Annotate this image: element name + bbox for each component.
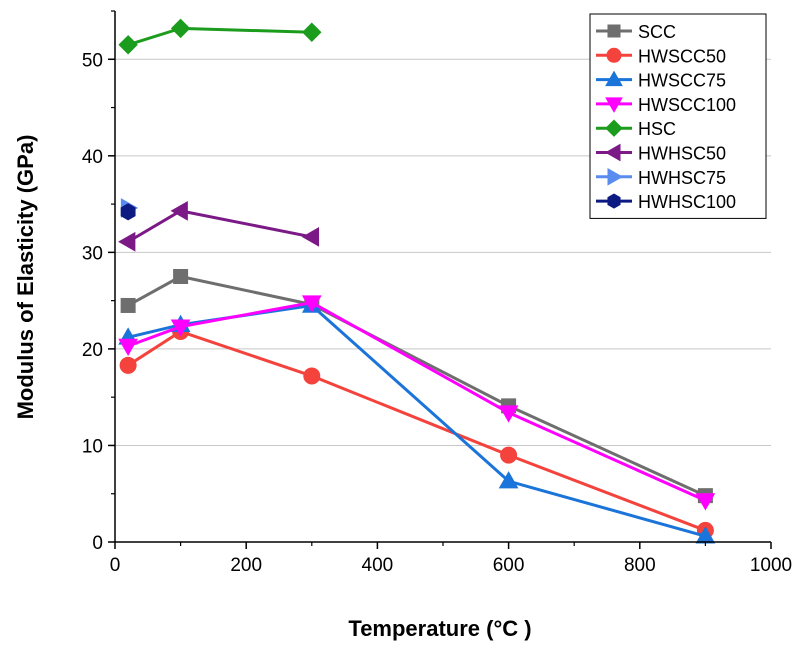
series-layer (118, 18, 716, 544)
x-axis-title: Temperature (°C ) (348, 616, 531, 641)
legend-swatch-marker (606, 47, 622, 63)
legend-item-hwhsc100: HWHSC100 (596, 192, 736, 212)
legend-item-hwhsc75: HWHSC75 (596, 168, 726, 188)
series-scc (120, 269, 713, 504)
series-hwscc50 (119, 323, 714, 539)
series-hwhsc50 (118, 200, 320, 252)
legend-label: HWHSC100 (638, 192, 736, 212)
data-point-hwscc100 (301, 295, 322, 313)
data-point-hwscc50 (119, 356, 137, 374)
y-axis-title: Modulus of Elasticity (GPa) (13, 135, 38, 420)
data-point-scc (173, 269, 189, 284)
x-tick-label-1000: 1000 (750, 555, 792, 576)
legend-box (589, 13, 767, 219)
legend-item-hwscc100: HWSCC100 (596, 95, 736, 115)
series-line-hwhsc50 (127, 209, 313, 244)
series-line-hwscc75 (127, 303, 706, 538)
legend-label: HWHSC50 (638, 144, 726, 164)
legend-swatch-marker (605, 119, 623, 137)
data-point-hwscc100 (118, 338, 138, 357)
legend-item-hsc: HSC (596, 119, 676, 139)
series-hwhsc100 (120, 203, 136, 221)
legend-swatch-marker (605, 70, 623, 87)
x-tick-label-200: 200 (230, 555, 262, 576)
legend-label: HWSCC100 (638, 95, 736, 115)
legend-swatch-marker (607, 24, 621, 38)
x-tick-label-0: 0 (110, 555, 121, 576)
legend-item-hwscc75: HWSCC75 (596, 70, 726, 91)
data-point-scc (120, 297, 136, 313)
y-tick-label-20: 20 (82, 340, 103, 361)
data-point-hsc (170, 18, 191, 39)
series-line-hwscc100 (127, 301, 707, 502)
data-point-hwhsc50 (301, 227, 320, 247)
legend-label: HSC (638, 119, 676, 139)
y-tick-label-30: 30 (82, 243, 103, 264)
y-tick-label-40: 40 (82, 147, 103, 168)
legend-label: HWSCC75 (638, 71, 726, 91)
legend-label: HWSCC50 (638, 46, 726, 66)
y-tick-label-0: 0 (92, 533, 103, 554)
data-point-hwscc75 (498, 471, 519, 489)
data-point-hwhsc50 (170, 200, 188, 221)
series-hsc (118, 18, 322, 55)
data-point-hwhsc100 (120, 203, 136, 221)
x-tick-label-600: 600 (493, 555, 525, 576)
data-point-hsc (302, 22, 322, 42)
legend-swatch-marker (605, 97, 623, 113)
data-point-hwscc100 (170, 319, 191, 337)
legend-label: SCC (638, 22, 676, 42)
data-point-hsc (118, 35, 138, 55)
x-tick-label-800: 800 (624, 555, 656, 576)
legend-item-scc: SCC (596, 22, 676, 42)
legend-item-hwscc50: HWSCC50 (596, 46, 726, 66)
series-line-hsc (127, 26, 312, 47)
legend-swatch-marker (604, 143, 621, 162)
y-tick-label-10: 10 (82, 436, 103, 457)
legend-item-hwhsc50: HWHSC50 (596, 144, 726, 164)
legend-swatch-marker (607, 167, 624, 186)
data-point-hwhsc50 (118, 231, 136, 252)
series-hwscc100 (118, 295, 716, 511)
data-point-hwscc100 (695, 493, 716, 511)
data-point-hwscc100 (498, 405, 519, 423)
data-point-hwscc50 (500, 446, 518, 464)
data-point-hwscc50 (303, 367, 321, 385)
legend-label: HWHSC75 (638, 168, 726, 188)
axes-layer: 0 200 400 600 800 1000 0 10 20 30 40 50 (82, 10, 792, 576)
legend: SCC HWSCC50 HWSCC75 HWSCC100 HSC HWHSC50 HWHSC… (589, 13, 767, 219)
y-tick-label-50: 50 (82, 50, 103, 71)
x-tick-label-400: 400 (362, 555, 394, 576)
legend-swatch-marker (607, 193, 621, 209)
